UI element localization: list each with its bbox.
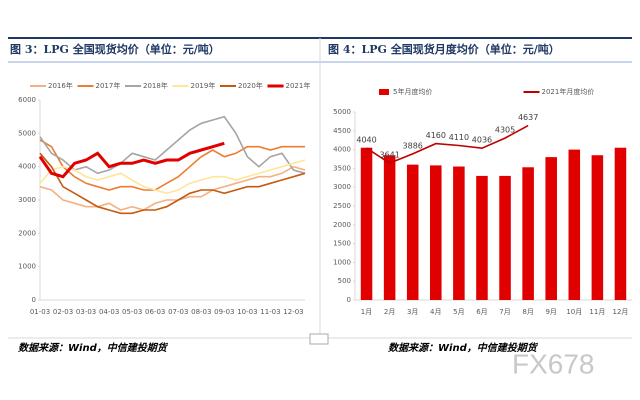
source-note: 数据来源：Wind，中信建投期货 xyxy=(18,342,169,354)
data-label: 4305 xyxy=(495,126,515,135)
y-tick-label: 3000 xyxy=(333,183,351,191)
y-tick-label: 2500 xyxy=(333,202,351,210)
y-tick-label: 5000 xyxy=(18,129,36,137)
bar xyxy=(430,165,442,300)
bar xyxy=(499,175,511,300)
legend-label: 2021年 xyxy=(286,81,311,90)
legend-label: 2019年 xyxy=(191,81,216,90)
x-tick-label: 04-03 xyxy=(99,308,119,316)
x-tick-label: 8月 xyxy=(522,308,533,316)
data-label: 3641 xyxy=(379,151,399,160)
y-tick-label: 0 xyxy=(32,296,36,304)
y-tick-label: 6000 xyxy=(18,96,36,104)
series-line xyxy=(366,124,529,164)
y-tick-label: 0 xyxy=(347,296,351,304)
y-tick-label: 4000 xyxy=(18,163,36,171)
legend-label: 2018年 xyxy=(143,81,168,90)
x-tick-label: 6月 xyxy=(476,308,487,316)
x-tick-label: 03-03 xyxy=(76,308,96,316)
y-tick-label: 1000 xyxy=(333,258,351,266)
bar xyxy=(591,155,604,300)
data-label: 3886 xyxy=(403,141,423,150)
bar xyxy=(453,166,465,300)
data-label: 4160 xyxy=(426,131,446,140)
y-tick-label: 3000 xyxy=(18,196,36,204)
x-tick-label: 3月 xyxy=(407,308,418,316)
bar xyxy=(360,147,373,300)
y-tick-label: 4000 xyxy=(333,146,351,154)
bar xyxy=(545,157,557,300)
bar xyxy=(522,167,534,300)
y-tick-label: 1000 xyxy=(18,263,36,271)
x-tick-label: 7月 xyxy=(499,308,510,316)
x-tick-label: 07-03 xyxy=(168,308,188,316)
source-note: 数据来源：Wind，中信建投期货 xyxy=(388,342,539,354)
series-line xyxy=(39,165,306,211)
legend-label: 5年月度均价 xyxy=(393,87,432,96)
expand-button xyxy=(309,333,329,345)
x-tick-label: 06-03 xyxy=(145,308,165,316)
y-tick-label: 2000 xyxy=(18,229,36,237)
legend-swatch xyxy=(379,89,389,95)
x-tick-label: 02-03 xyxy=(53,308,73,316)
series-line xyxy=(39,159,306,195)
chart-title: 图 4：LPG 全国现货月度均价（单位：元/吨） xyxy=(328,42,560,56)
x-tick-label: 11-03 xyxy=(260,308,280,316)
data-label: 4040 xyxy=(356,136,376,145)
x-tick-label: 12月 xyxy=(612,308,628,316)
x-tick-label: 12-03 xyxy=(283,308,303,316)
legend-label: 2016年 xyxy=(48,81,73,90)
bar xyxy=(614,147,627,300)
watermark: FX678 xyxy=(512,348,595,379)
legend-label: 2020年 xyxy=(238,81,263,90)
bar xyxy=(383,155,396,300)
x-tick-label: 4月 xyxy=(430,308,441,316)
x-tick-label: 11月 xyxy=(589,308,605,316)
series-line xyxy=(39,115,306,175)
x-tick-label: 9月 xyxy=(545,308,556,316)
legend-label: 2017年 xyxy=(96,81,121,90)
y-tick-label: 3500 xyxy=(333,164,351,172)
x-tick-label: 09-03 xyxy=(214,308,234,316)
bar xyxy=(476,175,488,300)
x-tick-label: 2月 xyxy=(384,308,395,316)
chart-title: 图 3：LPG 全国现货均价（单位：元/吨） xyxy=(10,42,220,56)
y-tick-label: 4500 xyxy=(333,127,351,135)
data-label: 4036 xyxy=(472,136,492,145)
series-line xyxy=(39,139,305,191)
y-tick-label: 500 xyxy=(338,277,351,285)
x-tick-label: 05-03 xyxy=(122,308,142,316)
series-line xyxy=(39,152,306,215)
y-tick-label: 2000 xyxy=(333,221,351,229)
x-tick-label: 10月 xyxy=(566,308,582,316)
x-tick-label: 01-03 xyxy=(30,308,50,316)
x-tick-label: 5月 xyxy=(453,308,464,316)
legend-label: 2021年月度均价 xyxy=(542,87,595,96)
data-label: 4110 xyxy=(449,133,469,142)
y-tick-label: 1500 xyxy=(333,240,351,248)
x-tick-label: 1月 xyxy=(361,308,372,316)
bar xyxy=(406,164,419,300)
series-line xyxy=(38,141,225,179)
x-tick-label: 10-03 xyxy=(237,308,257,316)
data-label: 4637 xyxy=(518,113,538,122)
x-tick-label: 08-03 xyxy=(191,308,211,316)
bar xyxy=(568,149,581,300)
y-tick-label: 5000 xyxy=(333,108,351,116)
